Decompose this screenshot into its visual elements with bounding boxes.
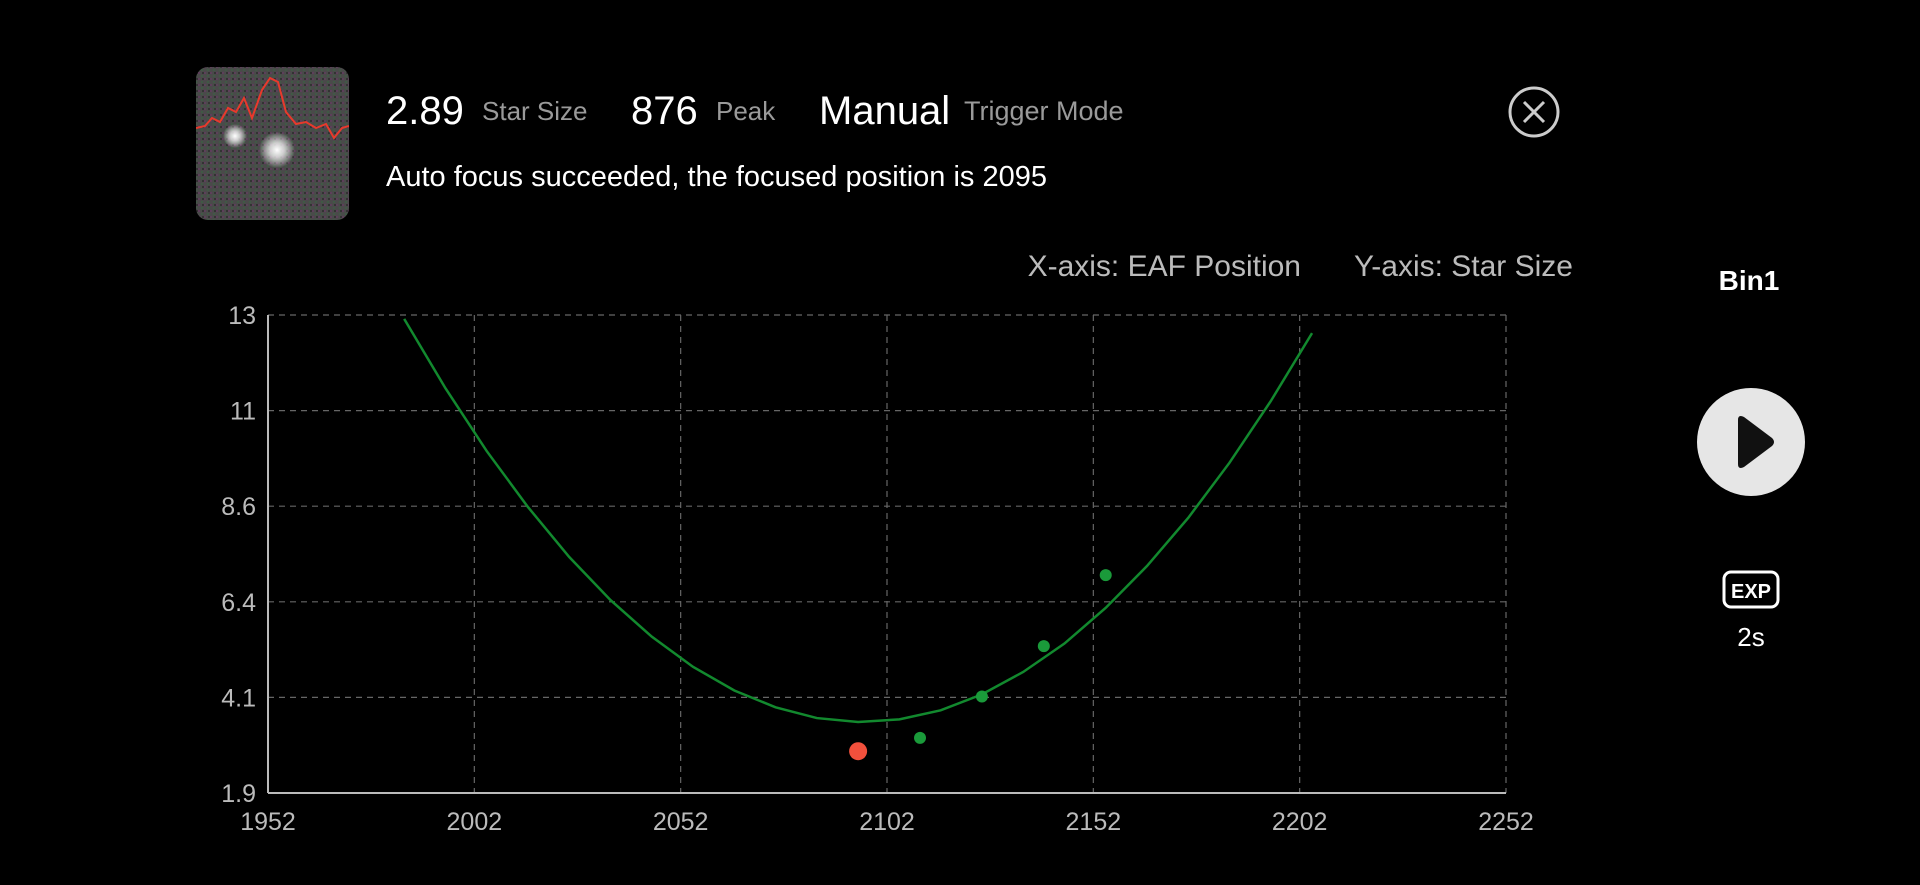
x-tick-label: 2152	[1066, 808, 1122, 836]
peak-value: 876	[631, 89, 698, 133]
sample-point	[1037, 640, 1050, 653]
sample-point	[1099, 569, 1112, 582]
x-tick-label: 2102	[859, 808, 915, 836]
y-tick-label: 8.6	[221, 493, 256, 521]
y-tick-label: 1.9	[221, 780, 256, 808]
sample-point	[975, 690, 988, 703]
x-tick-label: 2002	[447, 808, 503, 836]
y-tick-label: 4.1	[221, 684, 256, 712]
y-axis-label: Y-axis: Star Size	[1354, 250, 1573, 283]
star-size-value: 2.89	[386, 89, 464, 133]
trigger-mode-value: Manual	[819, 89, 950, 133]
x-tick-label: 2252	[1478, 808, 1534, 836]
x-tick-label: 2202	[1272, 808, 1328, 836]
y-tick-label: 11	[230, 398, 256, 426]
play-button[interactable]	[1697, 388, 1805, 496]
y-tick-label: 13	[228, 302, 256, 330]
exposure-value: 2s	[1737, 622, 1764, 652]
y-tick-label: 6.4	[221, 589, 256, 617]
plot-area	[403, 318, 1314, 761]
peak-label: Peak	[716, 96, 776, 126]
status-message: Auto focus succeeded, the focused positi…	[386, 161, 1047, 193]
star-thumbnail	[196, 67, 349, 220]
exposure-button[interactable]: EXP 2s	[1722, 570, 1780, 652]
bin-button[interactable]: Bin1	[1719, 265, 1780, 296]
exp-icon: EXP	[1731, 581, 1771, 603]
sample-point	[914, 731, 927, 744]
focus-point	[849, 742, 868, 761]
x-tick-label: 2052	[653, 808, 709, 836]
focus-chart: 1.9 4.1 6.4 8.6 11 13 1952 2002 2052 2102 2152 2202…	[221, 302, 1534, 836]
fit-curve	[403, 318, 1314, 724]
close-button[interactable]	[1508, 86, 1560, 138]
x-axis-label: X-axis: EAF Position	[1028, 250, 1301, 283]
trigger-mode-label: Trigger Mode	[964, 96, 1124, 126]
x-tick-label: 1952	[240, 808, 296, 836]
star-size-label: Star Size	[482, 96, 588, 126]
